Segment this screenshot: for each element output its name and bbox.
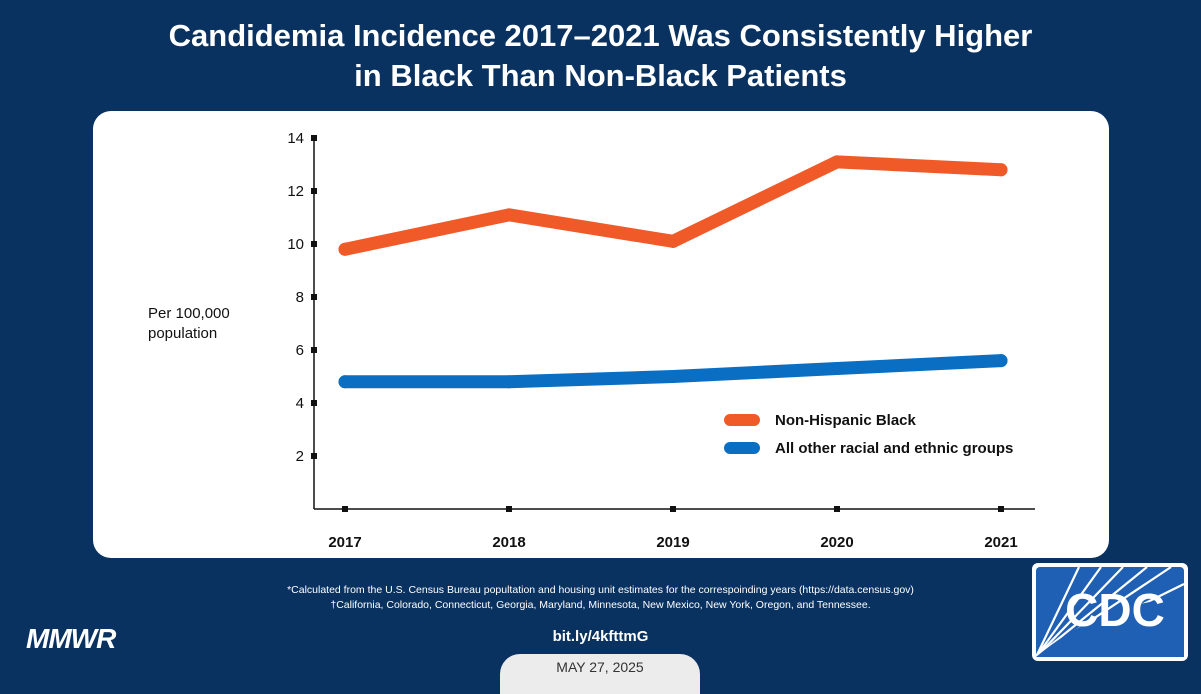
date-tab: MAY 27, 2025	[500, 654, 700, 694]
y-tick-label: 2	[296, 448, 304, 465]
x-tick-mark	[506, 506, 512, 512]
y-tick-mark	[311, 241, 317, 247]
series-2-point	[502, 375, 516, 389]
legend-label-2: All other racial and ethnic groups	[775, 440, 1013, 457]
y-axis-label: Per 100,000 population	[148, 304, 268, 344]
x-tick-label: 2019	[656, 534, 689, 551]
line-chart: 2 4 6 8 10 12 14 2017 2018 2019 2020 2021 Non-Hispan…	[287, 130, 1035, 551]
y-tick-label: 10	[287, 236, 304, 253]
short-link[interactable]: bit.ly/4kfttmG	[552, 628, 649, 645]
x-tick-mark	[342, 506, 348, 512]
y-tick-mark	[311, 294, 317, 300]
y-tick-mark	[311, 188, 317, 194]
footnote-2: †California, Colorado, Connecticut, Geor…	[330, 599, 871, 611]
x-tick-label: 2020	[820, 534, 853, 551]
x-tick-label: 2017	[328, 534, 361, 551]
y-tick-label: 4	[296, 395, 304, 412]
y-tick-label: 14	[287, 130, 304, 147]
legend-label-1: Non-Hispanic Black	[775, 412, 917, 429]
x-tick-mark	[834, 506, 840, 512]
chart-card: Per 100,000 population 2 4 6 8 10 12 14 2017 201…	[93, 111, 1109, 558]
title-line-2: in Black Than Non-Black Patients	[354, 58, 847, 93]
cdc-logo-text: CDC	[1065, 584, 1165, 636]
y-tick-label: 12	[287, 183, 304, 200]
x-tick-label: 2021	[984, 534, 1017, 551]
footnotes: *Calculated from the U.S. Census Bureau …	[0, 583, 1201, 613]
series-1-point	[830, 155, 844, 169]
y-axis-label-line-1: Per 100,000	[148, 305, 230, 322]
y-tick-mark	[311, 400, 317, 406]
x-tick-label: 2018	[492, 534, 525, 551]
y-axis-label-line-2: population	[148, 325, 218, 342]
cdc-logo-swoosh	[1036, 598, 1184, 657]
mmwr-logo: MMWR	[26, 623, 116, 654]
chart-title: Candidemia Incidence 2017–2021 Was Consi…	[0, 16, 1201, 96]
publication-date: MAY 27, 2025	[556, 659, 644, 675]
series-2-point	[994, 354, 1008, 368]
y-tick-mark	[311, 453, 317, 459]
y-tick-mark	[311, 347, 317, 353]
title-line-1: Candidemia Incidence 2017–2021 Was Consi…	[168, 18, 1033, 53]
series-2-point	[830, 362, 844, 376]
x-tick-mark	[670, 506, 676, 512]
cdc-logo: CDC	[1032, 563, 1188, 661]
series-2-point	[666, 370, 680, 383]
y-tick-mark	[311, 135, 317, 141]
series-1-point	[338, 242, 352, 256]
series-1-point	[994, 163, 1008, 177]
y-tick-label: 8	[296, 289, 304, 306]
series-1-point	[502, 208, 516, 222]
series-2-point	[338, 375, 352, 389]
x-tick-mark	[998, 506, 1004, 512]
series-1-point	[666, 234, 680, 248]
footnote-1: *Calculated from the U.S. Census Bureau …	[287, 584, 914, 596]
y-tick-label: 6	[296, 342, 304, 359]
